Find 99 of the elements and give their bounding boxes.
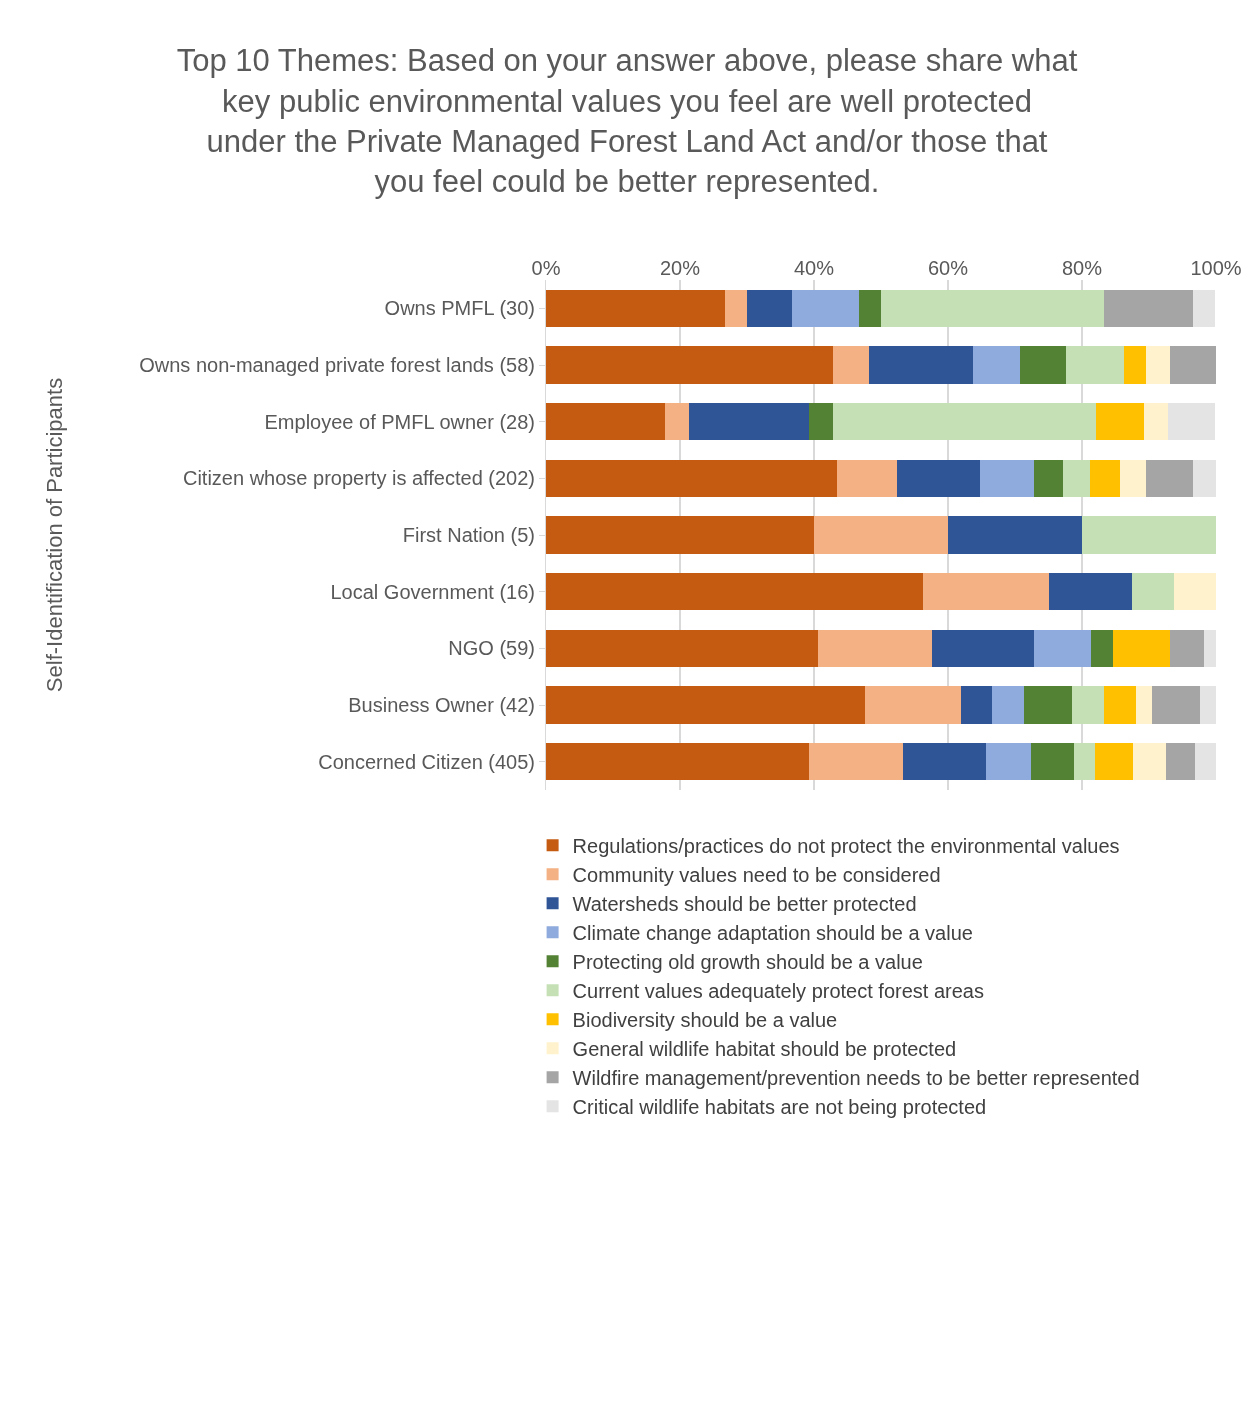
bar [868, 346, 973, 384]
bar [1062, 459, 1091, 498]
bar [1170, 629, 1204, 668]
bar [858, 289, 881, 328]
y-axis-title: Self-Identification of Participants [42, 377, 68, 693]
bar [897, 459, 981, 498]
y-tick-label: Owns PMFL (30) [384, 297, 535, 320]
bar [980, 459, 1034, 498]
bar [546, 516, 814, 554]
bar [1095, 742, 1133, 781]
bar [546, 572, 923, 611]
bar [546, 459, 838, 498]
bar [791, 289, 859, 328]
legend-label: Community values need to be considered [572, 864, 941, 886]
legend-label: Protecting old growth should be a value [572, 951, 923, 973]
bar [1132, 572, 1174, 611]
legend-label: Watersheds should be better protected [572, 893, 917, 915]
bar [808, 402, 833, 441]
bar [1192, 459, 1216, 498]
bar [1090, 629, 1114, 668]
bar [546, 402, 666, 441]
bar [1104, 289, 1194, 328]
legend-label: Critical wildlife habitats are not being protected [572, 1096, 987, 1118]
bar [1173, 572, 1216, 611]
legend-label: Climate change adaptation should be a value [572, 922, 973, 944]
bar [1199, 686, 1216, 724]
bar [546, 742, 809, 781]
bar [1071, 686, 1105, 724]
bar [546, 346, 834, 384]
bar [1048, 572, 1133, 611]
bar [1132, 742, 1167, 781]
bar [546, 686, 865, 724]
y-tick-label: NGO (59) [448, 637, 535, 660]
bar [724, 289, 747, 328]
bar [1143, 402, 1168, 441]
bar [1019, 346, 1066, 384]
x-tick-label: 20% [659, 257, 701, 279]
x-tick-label: 80% [1061, 257, 1103, 279]
bar [1024, 686, 1072, 724]
bar [1082, 516, 1216, 554]
x-tick-label: 100% [1190, 257, 1242, 279]
chart-title: Top 10 Themes: Based on your answer above, please share what key public environmental values you feel are well protected under the Private Managed Forest Land Act and/or those that you feel could be better represented. [176, 43, 1078, 200]
bar [546, 289, 725, 328]
bar [1203, 629, 1216, 668]
bar [1146, 346, 1170, 384]
bar [948, 516, 1082, 554]
bar [814, 516, 948, 554]
legend-label: Regulations/practices do not protect the environmental values [572, 835, 1120, 857]
bar [931, 629, 1035, 668]
y-tick-label: Local Government (16) [330, 580, 535, 603]
bar [1166, 742, 1195, 781]
legend-label: Biodiversity should be a value [572, 1009, 838, 1031]
y-tick-label: Citizen whose property is affected (202) [182, 467, 535, 490]
bar [992, 686, 1025, 724]
bar [881, 289, 1105, 328]
x-tick-label: 0% [531, 257, 561, 279]
legend-label: General wildlife habitat should be protected [572, 1038, 957, 1060]
y-tick-label: Business Owner (42) [348, 694, 535, 716]
bar [1034, 629, 1091, 668]
y-tick-label: Employee of PMFL owner (28) [264, 410, 535, 433]
bar [1033, 459, 1063, 498]
bar [1104, 686, 1136, 724]
bar [1146, 459, 1193, 498]
bar [1135, 686, 1153, 724]
bar [546, 629, 819, 668]
bar [985, 742, 1032, 781]
bar [1123, 346, 1147, 384]
bar [665, 402, 690, 441]
bar [972, 346, 1020, 384]
bar [1194, 742, 1216, 781]
bar [1073, 742, 1096, 781]
bar [689, 402, 809, 441]
bar [1096, 402, 1144, 441]
bar [1090, 459, 1120, 498]
bar [1167, 402, 1216, 441]
bar [1152, 686, 1200, 724]
x-tick-label: 40% [793, 257, 835, 279]
bar [1113, 629, 1171, 668]
bar [1193, 289, 1216, 328]
y-tick-label: First Nation (5) [402, 524, 535, 546]
legend-label: Current values adequately protect forest areas [572, 980, 984, 1002]
bar [960, 686, 993, 724]
bar [808, 742, 904, 781]
bar [1065, 346, 1124, 384]
bar [833, 346, 869, 384]
bar [1031, 742, 1074, 781]
y-tick-label: Owns non-managed private forest lands (58) [139, 354, 535, 376]
bar [818, 629, 932, 668]
x-tick-label: 60% [927, 257, 969, 279]
bar [747, 289, 792, 328]
bar [922, 572, 1049, 611]
bar [832, 402, 1097, 441]
bar [837, 459, 898, 498]
y-tick-label: Concerned Citizen (405) [318, 750, 535, 773]
bar [1119, 459, 1147, 498]
legend-label: Wildfire management/prevention needs to be better represented [572, 1067, 1140, 1089]
bar [1169, 346, 1216, 384]
bar [864, 686, 961, 724]
bar [903, 742, 986, 781]
